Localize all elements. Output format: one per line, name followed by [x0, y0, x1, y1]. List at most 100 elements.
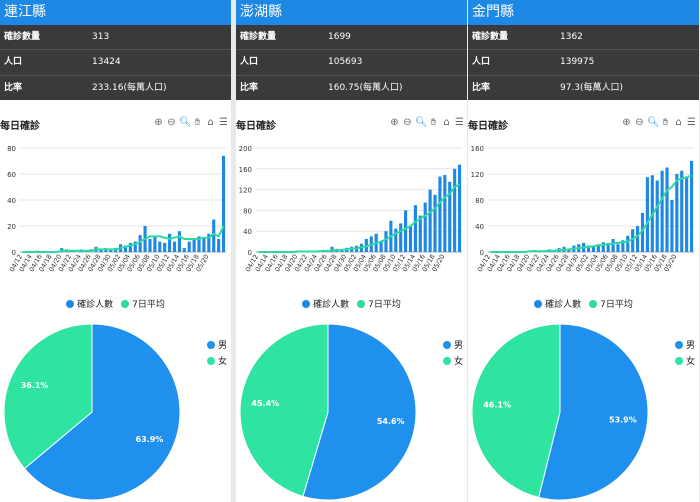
pan-icon[interactable]: ✋︎ [662, 117, 669, 128]
chart-title: 每日確診 [468, 121, 508, 132]
legend-dot [357, 299, 366, 308]
pan-icon[interactable]: ✋︎ [194, 117, 201, 128]
stat-row: 比率 97.3(每萬人口) [468, 74, 699, 100]
bar [394, 228, 398, 252]
stat-label: 確診數量 [4, 32, 41, 42]
daily-bar-chart: 0408012016020004/1204/1404/1604/1804/200… [239, 145, 462, 273]
county-title: 澎湖縣 [236, 0, 467, 25]
stat-label: 確診數量 [240, 32, 277, 42]
bar [408, 226, 413, 252]
y-tick-label: 40 [243, 228, 252, 236]
bar [187, 241, 191, 252]
stat-value: 139975 [560, 57, 595, 68]
bar [457, 164, 462, 252]
home-icon[interactable]: ⌂ [443, 117, 450, 128]
chart-legend: 確診人數 7日平均 [468, 297, 699, 310]
legend-daily[interactable]: 確診人數 [66, 297, 113, 310]
legend-daily[interactable]: 確診人數 [302, 297, 349, 310]
bar [443, 175, 447, 252]
bar [636, 226, 640, 252]
legend-label: 男 [685, 341, 695, 351]
legend-label: 7日平均 [600, 300, 633, 310]
avg-line [490, 174, 692, 253]
legend-daily[interactable]: 確診人數 [534, 297, 581, 310]
menu-icon[interactable]: ☰ [219, 117, 228, 128]
bar [611, 239, 615, 252]
menu-icon[interactable]: ☰ [687, 117, 696, 128]
zoom-out-icon[interactable]: ⊖ [635, 117, 644, 128]
stats-table: 確診數量 1362 人口 139975 比率 97.3(每萬人口) [468, 25, 699, 100]
bar [221, 155, 226, 252]
chart-toolbar: ⊕ ⊖ 🔍︎ ✋︎ ⌂ ☰ [621, 117, 697, 128]
stat-value: 97.3(每萬人口) [560, 82, 624, 93]
pie-legend-male[interactable]: 男 [442, 338, 463, 351]
pie-legend: 男 女 [206, 338, 227, 370]
legend-label: 確診人數 [545, 300, 582, 310]
stat-row: 人口 13424 [0, 49, 231, 74]
y-tick-label: 80 [7, 145, 16, 153]
y-tick-label: 0 [480, 249, 484, 257]
bar [640, 213, 645, 252]
bar [172, 241, 177, 252]
stat-value: 13424 [92, 57, 121, 68]
legend-dot [206, 356, 215, 365]
legend-label: 女 [217, 357, 227, 367]
legend-label: 7日平均 [132, 300, 165, 310]
pie-slice-female [239, 323, 329, 497]
bar [428, 189, 432, 252]
stat-row: 人口 139975 [468, 49, 699, 74]
menu-icon[interactable]: ☰ [455, 117, 464, 128]
pie-legend-female[interactable]: 女 [442, 354, 463, 367]
zoom-in-icon[interactable]: ⊕ [622, 117, 631, 128]
stat-row: 比率 233.16(每萬人口) [0, 74, 231, 100]
zoom-in-icon[interactable]: ⊕ [154, 117, 163, 128]
pie-label-male: 53.9% [609, 416, 637, 425]
bar [680, 170, 684, 252]
stat-label: 人口 [4, 57, 23, 68]
county-title: 金門縣 [468, 0, 699, 25]
zoom-select-icon[interactable]: 🔍︎ [647, 117, 660, 128]
pie-legend-male[interactable]: 男 [674, 338, 695, 351]
zoom-select-icon[interactable]: 🔍︎ [179, 117, 192, 128]
bar [631, 229, 635, 252]
pie-legend-female[interactable]: 女 [206, 354, 227, 367]
pie-legend-female[interactable]: 女 [674, 354, 695, 367]
legend-avg[interactable]: 7日平均 [121, 297, 165, 310]
pie-slice-male [23, 323, 181, 501]
y-tick-label: 60 [7, 171, 16, 179]
pie-legend-male[interactable]: 男 [206, 338, 227, 351]
bar [626, 235, 630, 252]
chart-toolbar: ⊕ ⊖ 🔍︎ ✋︎ ⌂ ☰ [389, 117, 465, 128]
zoom-out-icon[interactable]: ⊖ [403, 117, 412, 128]
bar [586, 245, 591, 252]
gender-pie-chart: 54.6% 45.4% [239, 323, 417, 501]
zoom-in-icon[interactable]: ⊕ [390, 117, 399, 128]
bar [616, 244, 620, 252]
bar [182, 248, 186, 252]
stat-label: 人口 [472, 57, 491, 68]
legend-avg[interactable]: 7日平均 [589, 297, 633, 310]
pan-icon[interactable]: ✋︎ [430, 117, 437, 128]
y-tick-label: 80 [475, 197, 484, 205]
stat-row: 確診數量 313 [0, 25, 231, 49]
legend-avg[interactable]: 7日平均 [357, 297, 401, 310]
county-panel-1: 澎湖縣 確診數量 1699 人口 105693 比率 160.75(每萬人口) 每日確… [236, 0, 467, 502]
stat-row: 比率 160.75(每萬人口) [236, 74, 467, 100]
home-icon[interactable]: ⌂ [207, 117, 214, 128]
legend-label: 確診人數 [313, 300, 350, 310]
stat-label: 比率 [4, 82, 23, 93]
legend-label: 確診人數 [77, 300, 114, 310]
bar [645, 177, 649, 252]
bar [404, 210, 408, 252]
zoom-out-icon[interactable]: ⊖ [167, 117, 176, 128]
bar [685, 177, 689, 252]
legend-dot [589, 299, 598, 308]
y-tick-label: 0 [12, 249, 16, 257]
y-tick-label: 160 [471, 145, 484, 153]
zoom-select-icon[interactable]: 🔍︎ [415, 117, 428, 128]
pie-label-female: 36.1% [21, 381, 49, 390]
pie-slice-female [471, 323, 561, 498]
home-icon[interactable]: ⌂ [675, 117, 682, 128]
bar [197, 236, 201, 252]
bar [207, 233, 211, 252]
